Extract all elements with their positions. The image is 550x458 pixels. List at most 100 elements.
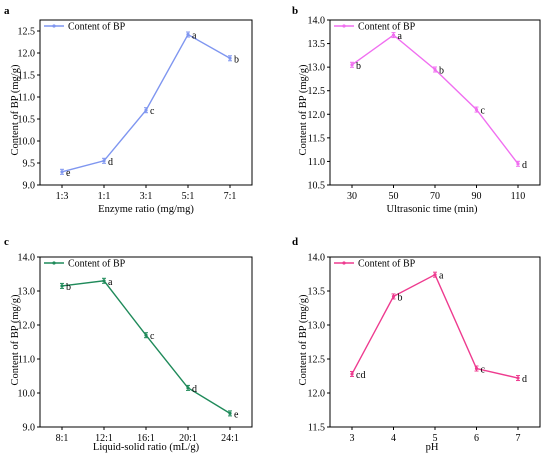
xtick-label-d-1: 4	[391, 433, 396, 444]
xlabel-a: Enzyme ratio (mg/mg)	[98, 204, 194, 215]
xtick-label-b-0: 30	[347, 191, 357, 202]
significance-label-c-1: a	[108, 277, 113, 288]
xtick-label-b-3: 90	[472, 191, 482, 202]
data-point-c-3	[186, 386, 190, 390]
xtick-label-d-4: 7	[516, 433, 521, 444]
ytick-label-b-7: 14.0	[308, 16, 326, 27]
data-point-c-4	[228, 411, 232, 415]
significance-label-b-0: b	[356, 61, 361, 72]
data-point-a-4	[228, 56, 232, 60]
ytick-label-a-0: 9.0	[23, 181, 36, 192]
ytick-label-a-2: 10.0	[18, 137, 36, 148]
ytick-label-c-4: 13.0	[18, 287, 36, 298]
panel-d: d Content of BP (mg/g) pH 11.5 12.0 12.5 13…	[292, 236, 541, 453]
ytick-label-a-6: 12.0	[18, 49, 36, 60]
ytick-label-d-0: 11.5	[308, 423, 325, 434]
legend-label-b: Content of BP	[358, 22, 416, 33]
xtick-label-c-0: 8:1	[56, 433, 69, 444]
ytick-label-d-5: 14.0	[308, 253, 326, 264]
ytick-label-b-0: 10.5	[308, 181, 326, 192]
plot-area-a: 9.0 9.5 10.0 10.5 11.0 11.5 12.0 12.5 1:3 1:1 3:1 5…	[18, 19, 253, 202]
plot-area-b: 10.5 11.0 11.5 12.0 12.5 13.0 13.5 14.0 30 50 70 90…	[308, 16, 541, 202]
ytick-label-c-0: 9.0	[23, 423, 36, 434]
panel-b: b Content of BP (mg/g) Ultrasonic time (…	[292, 5, 541, 215]
series-line-b	[351, 34, 519, 165]
xtick-label-a-2: 3:1	[140, 191, 153, 202]
xtick-label-a-1: 1:1	[98, 191, 111, 202]
significance-label-a-2: c	[150, 106, 155, 117]
xtick-label-c-3: 20:1	[179, 433, 197, 444]
data-point-b-0	[350, 63, 354, 67]
plot-frame-b	[329, 19, 541, 186]
data-point-d-0	[350, 372, 354, 376]
panel-letter-b: b	[292, 5, 298, 17]
ytick-label-c-3: 12.0	[18, 321, 36, 332]
data-point-b-1	[391, 33, 396, 37]
ytick-label-a-7: 12.5	[18, 27, 36, 38]
panel-letter-c: c	[4, 236, 9, 248]
ytick-label-a-5: 11.5	[18, 71, 35, 82]
plot-frame-d	[329, 256, 541, 428]
significance-label-d-1: b	[398, 292, 403, 303]
ytick-label-d-1: 12.0	[308, 389, 326, 400]
data-point-a-1	[102, 159, 106, 163]
data-point-c-0	[60, 284, 64, 288]
xtick-label-d-3: 6	[474, 433, 479, 444]
ytick-label-c-1: 10.0	[18, 389, 36, 400]
panel-c: c Content of BP (mg/g) Liquid-solid rati…	[4, 236, 253, 453]
xtick-label-b-2: 70	[430, 191, 440, 202]
legend-label-c: Content of BP	[68, 259, 126, 270]
xtick-label-a-0: 1:3	[56, 191, 69, 202]
ytick-label-d-2: 12.5	[308, 355, 326, 366]
significance-label-d-2: a	[439, 271, 444, 282]
significance-label-b-1: a	[398, 31, 403, 42]
data-point-b-2	[433, 67, 437, 72]
series-line-d	[351, 273, 519, 379]
data-point-d-4	[516, 376, 520, 380]
xlabel-c: Liquid-solid ratio (mL/g)	[93, 442, 200, 453]
significance-label-b-4: d	[522, 160, 527, 171]
xtick-label-a-4: 7:1	[224, 191, 237, 202]
data-point-a-3	[186, 32, 190, 37]
legend-marker-a	[52, 24, 56, 28]
plot-area-c: 9.0 10.0 11.0 12.0 13.0 14.0 8:1 12:1 16:1 20:1 24…	[18, 253, 253, 444]
significance-label-d-3: c	[481, 365, 486, 376]
significance-label-b-3: c	[481, 106, 486, 117]
ytick-label-b-4: 12.5	[308, 86, 326, 97]
ytick-label-d-3: 13.0	[308, 321, 326, 332]
ylabel-d: Content of BP (mg/g)	[298, 294, 309, 385]
panel-letter-d: d	[292, 236, 298, 248]
ytick-label-b-3: 12.0	[308, 110, 326, 121]
ylabel-c: Content of BP (mg/g)	[10, 294, 21, 385]
xtick-label-a-3: 5:1	[182, 191, 195, 202]
significance-label-a-1: d	[108, 157, 113, 168]
significance-label-c-4: e	[234, 409, 239, 420]
ytick-label-c-5: 14.0	[18, 253, 36, 264]
xlabel-d: pH	[426, 442, 439, 453]
significance-label-a-3: a	[192, 31, 197, 42]
data-point-d-1	[391, 294, 396, 299]
data-point-d-2	[433, 273, 437, 277]
xtick-label-d-0: 3	[350, 433, 355, 444]
ytick-label-d-4: 13.5	[308, 287, 326, 298]
xtick-label-b-1: 50	[389, 191, 399, 202]
ytick-label-b-6: 13.5	[308, 39, 326, 50]
legend-marker-d	[342, 261, 346, 265]
significance-label-a-4: b	[234, 54, 239, 65]
significance-label-a-0: e	[66, 168, 71, 179]
ylabel-a: Content of BP (mg/g)	[10, 64, 21, 155]
legend-label-a: Content of BP	[68, 22, 126, 33]
legend-marker-b	[342, 24, 346, 28]
xtick-label-c-2: 16:1	[137, 433, 155, 444]
ytick-label-a-3: 10.5	[18, 115, 36, 126]
significance-label-d-0: cd	[356, 370, 365, 381]
ytick-label-c-2: 11.0	[18, 355, 35, 366]
series-line-a	[61, 33, 231, 173]
panel-letter-a: a	[4, 5, 10, 17]
significance-label-c-2: c	[150, 331, 155, 342]
plot-area-d: 11.512.012.513.013.514.03 4 5 6 7cdbacdConte…	[308, 253, 541, 444]
data-point-a-0	[60, 170, 64, 174]
significance-label-c-0: b	[66, 282, 71, 293]
xtick-label-c-4: 24:1	[221, 433, 239, 444]
